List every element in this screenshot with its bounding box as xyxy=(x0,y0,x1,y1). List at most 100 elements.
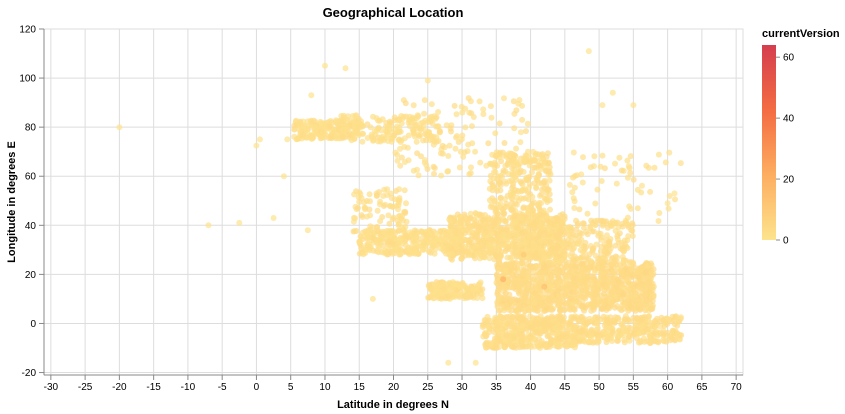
data-point xyxy=(516,97,523,103)
data-point xyxy=(546,238,553,245)
data-point xyxy=(403,200,409,207)
data-point xyxy=(619,270,625,277)
data-point xyxy=(545,264,552,271)
data-point xyxy=(595,314,601,321)
data-point xyxy=(530,231,537,238)
data-point xyxy=(377,218,384,225)
data-point xyxy=(377,134,384,141)
data-point xyxy=(320,129,327,136)
data-point xyxy=(637,337,644,344)
data-point xyxy=(554,299,561,306)
data-point xyxy=(599,152,606,159)
data-point xyxy=(421,157,428,163)
data-point xyxy=(476,98,483,105)
data-point xyxy=(396,186,403,193)
data-point xyxy=(649,298,656,304)
data-point xyxy=(566,337,573,344)
data-point xyxy=(638,323,645,329)
data-point xyxy=(520,251,527,258)
data-point xyxy=(557,278,564,285)
data-point xyxy=(586,272,593,279)
data-point xyxy=(487,103,494,110)
data-point xyxy=(413,241,420,248)
data-point xyxy=(497,318,504,325)
data-point xyxy=(511,324,518,331)
data-point xyxy=(486,197,493,204)
data-point xyxy=(561,213,568,220)
data-point xyxy=(357,191,364,197)
data-point xyxy=(583,331,590,338)
data-point xyxy=(395,129,402,136)
data-point xyxy=(532,157,538,164)
data-point xyxy=(514,226,521,232)
data-point xyxy=(647,260,654,267)
data-point xyxy=(553,245,560,251)
data-point xyxy=(520,313,527,320)
data-point xyxy=(382,249,389,256)
data-point xyxy=(426,114,433,121)
data-point xyxy=(480,333,487,340)
data-point xyxy=(551,222,557,228)
data-point xyxy=(566,181,573,188)
data-point xyxy=(489,151,496,158)
data-point xyxy=(205,222,212,229)
data-point xyxy=(577,314,584,320)
data-point xyxy=(581,224,587,231)
data-point xyxy=(451,281,458,288)
data-point xyxy=(446,142,453,149)
data-point xyxy=(317,135,324,142)
data-point xyxy=(350,218,357,225)
data-point xyxy=(593,331,600,338)
data-point xyxy=(299,132,306,139)
data-point xyxy=(570,275,577,282)
data-point xyxy=(593,326,600,333)
data-point xyxy=(624,269,631,276)
data-point xyxy=(665,205,672,212)
data-point xyxy=(296,127,303,134)
data-point xyxy=(594,186,601,193)
data-point xyxy=(649,272,656,279)
data-point xyxy=(509,165,516,172)
data-point xyxy=(462,105,469,112)
data-point xyxy=(359,123,366,130)
data-point xyxy=(595,230,602,237)
data-point xyxy=(620,332,626,339)
data-point xyxy=(600,290,607,297)
data-point xyxy=(628,259,635,266)
data-point xyxy=(453,244,460,251)
data-point xyxy=(621,316,628,323)
data-point xyxy=(615,337,621,344)
data-point xyxy=(491,256,498,263)
data-point xyxy=(304,134,311,141)
data-point xyxy=(388,195,395,201)
data-point xyxy=(503,200,510,207)
legend-tick-label: 0 xyxy=(783,236,789,247)
data-point xyxy=(483,162,490,169)
data-point xyxy=(365,234,372,241)
data-point xyxy=(488,226,495,233)
data-point xyxy=(599,275,606,282)
data-point xyxy=(535,342,542,349)
data-point xyxy=(593,241,600,248)
data-point xyxy=(534,268,541,275)
data-point xyxy=(402,224,409,230)
data-point xyxy=(473,210,480,217)
data-point xyxy=(530,242,537,249)
data-point xyxy=(613,180,620,187)
data-point xyxy=(634,301,641,307)
data-point xyxy=(453,111,460,118)
data-point xyxy=(417,236,423,242)
data-point xyxy=(598,178,605,184)
data-point xyxy=(503,333,510,339)
data-point xyxy=(513,145,520,152)
data-point xyxy=(270,215,277,221)
data-point xyxy=(350,228,357,235)
data-point xyxy=(558,317,565,323)
data-point xyxy=(385,138,391,144)
data-point xyxy=(671,190,678,197)
data-point xyxy=(557,230,564,237)
data-point xyxy=(519,292,526,299)
data-point xyxy=(556,326,563,333)
data-point xyxy=(467,170,474,176)
